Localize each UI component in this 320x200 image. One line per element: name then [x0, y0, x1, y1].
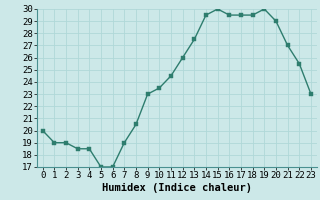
X-axis label: Humidex (Indice chaleur): Humidex (Indice chaleur) [102, 183, 252, 193]
